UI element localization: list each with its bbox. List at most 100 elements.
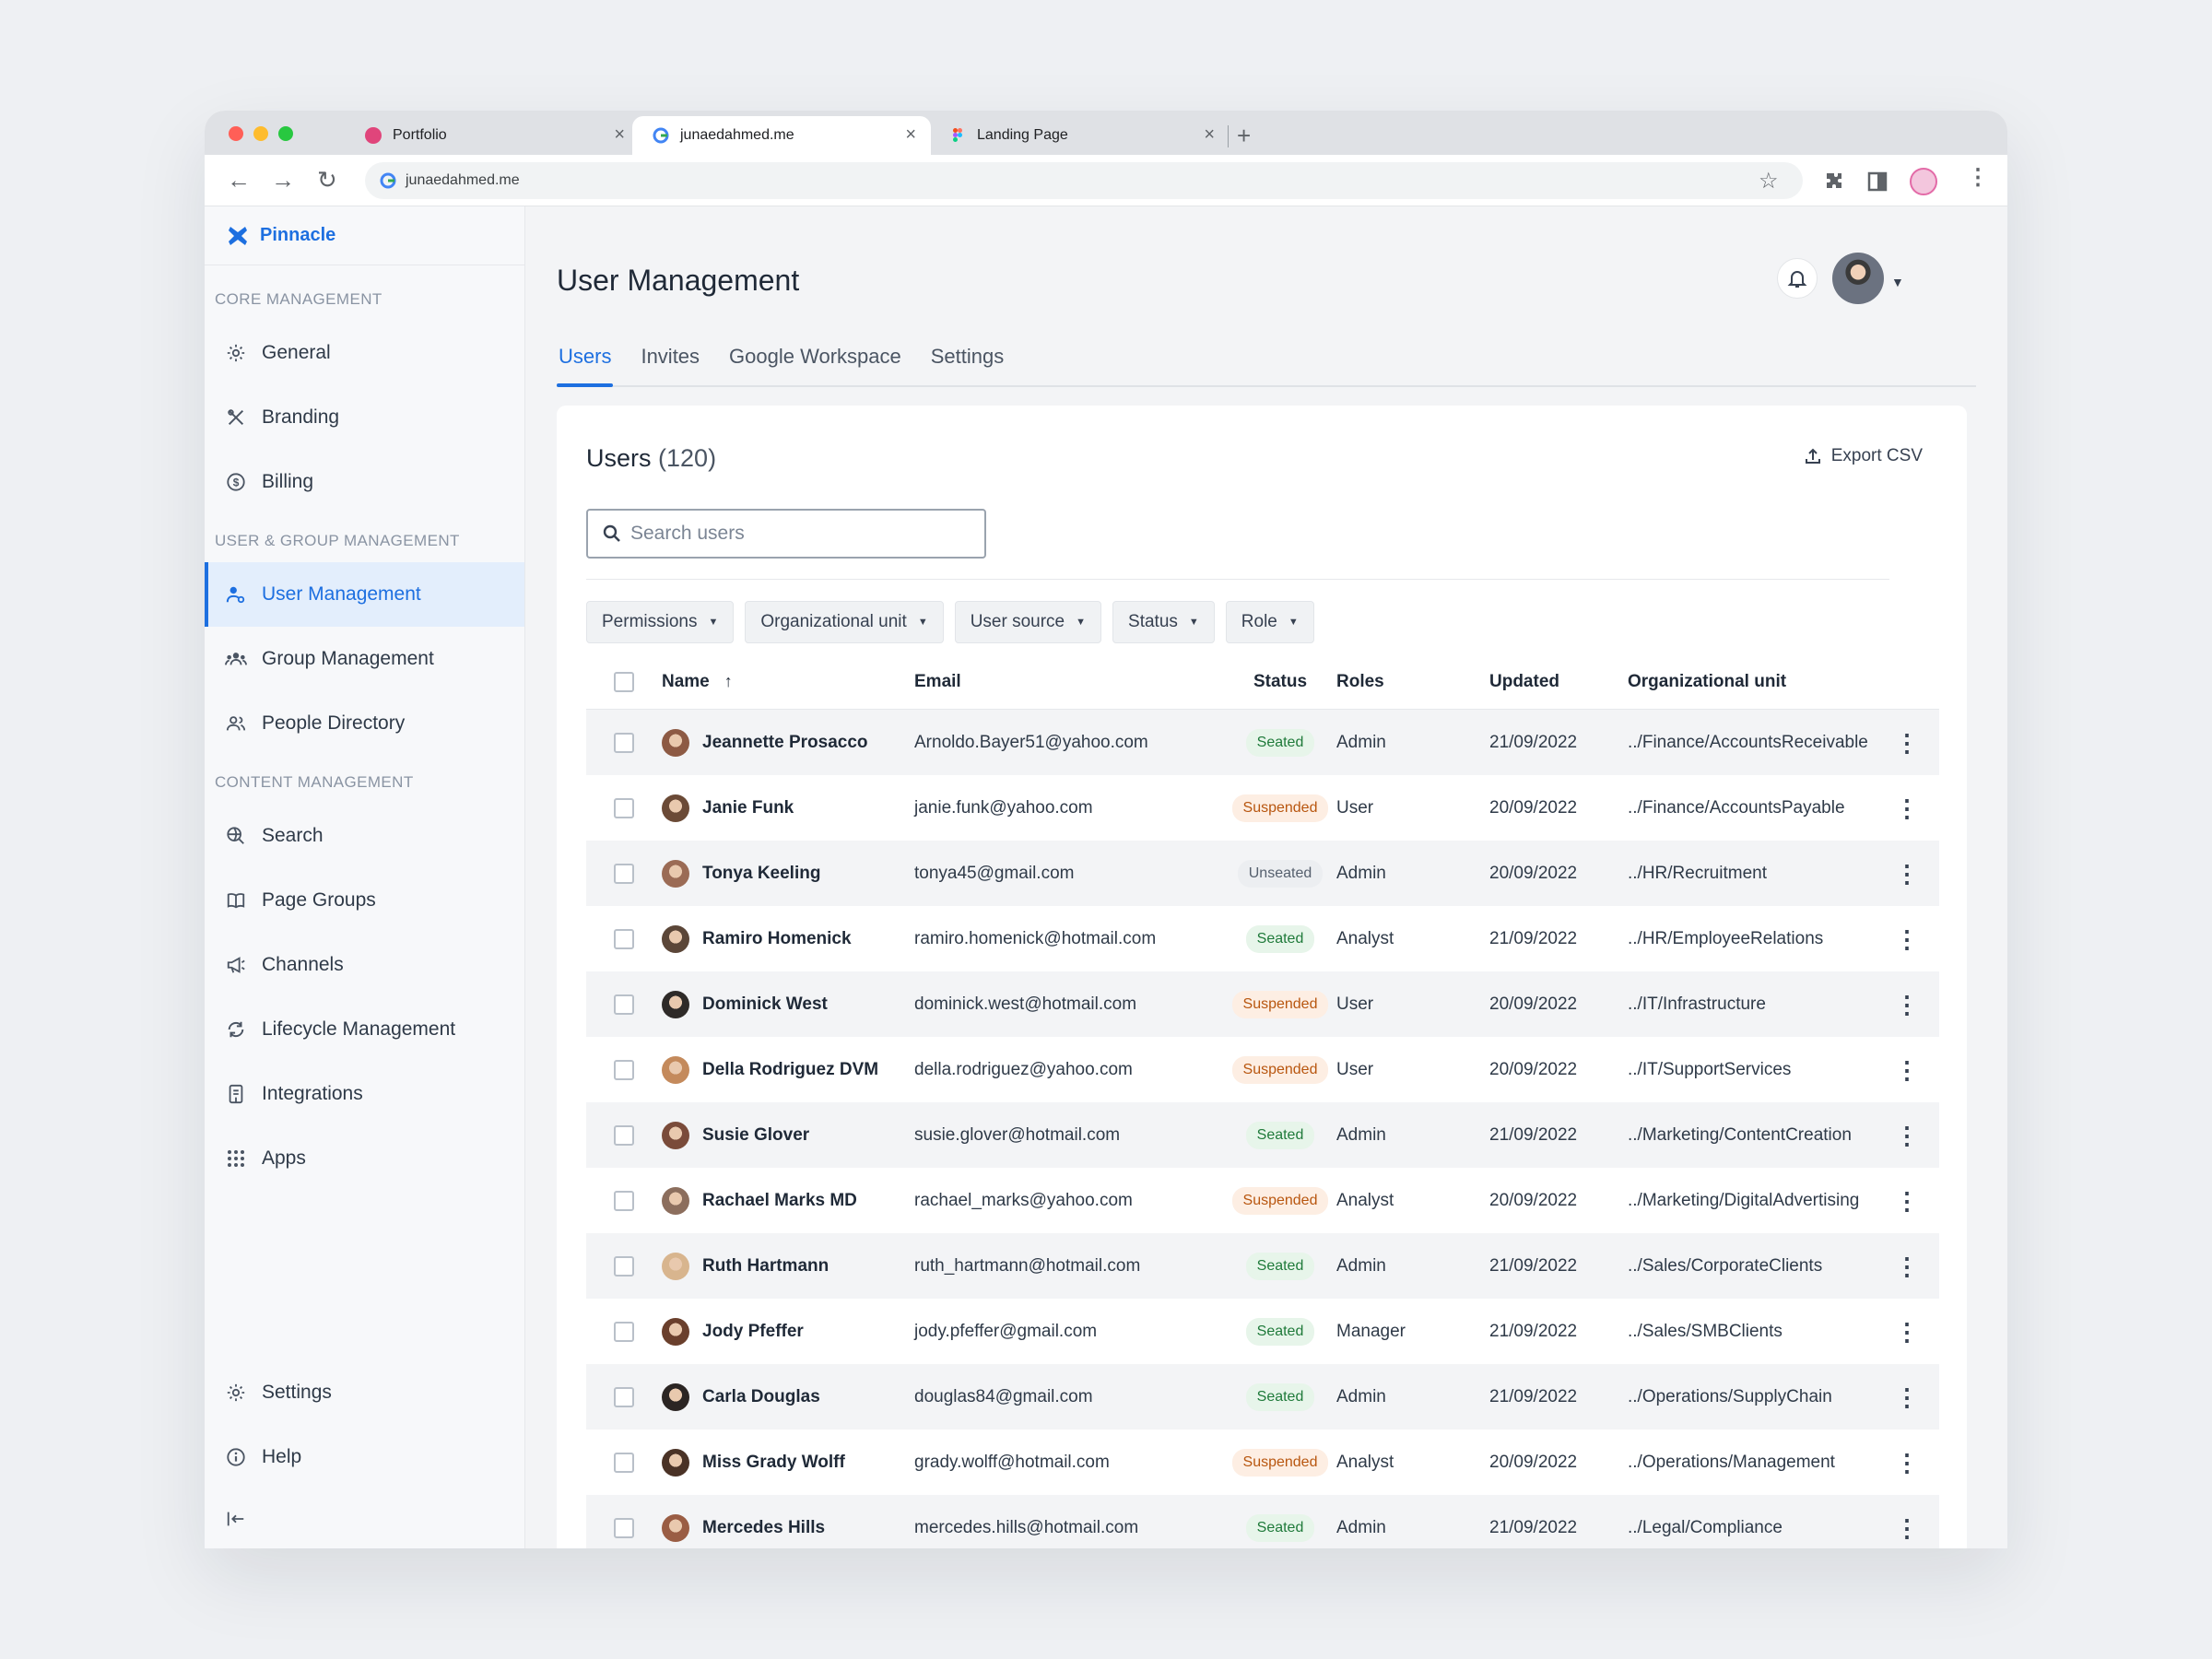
more-vertical-icon[interactable]: ⋮ [1895,1317,1919,1346]
browser-tab-portfolio[interactable]: Portfolio × [341,116,640,155]
row-checkbox[interactable] [614,797,634,818]
more-vertical-icon[interactable]: ⋮ [1895,1121,1919,1149]
table-row[interactable]: Tonya Keeling tonya45@gmail.com Unseated Ad… [586,841,1939,906]
sidebar-item-billing[interactable]: $ Billing [205,450,524,514]
row-checkbox[interactable] [614,732,634,753]
table-row[interactable]: Ruth Hartmann ruth_hartmann@hotmail.com Se… [586,1233,1939,1299]
column-header-updated[interactable]: Updated [1489,671,1559,691]
user-name[interactable]: Rachael Marks MD [702,1190,857,1210]
tab-users[interactable]: Users [557,335,614,387]
sidebar-item-apps[interactable]: Apps [205,1126,524,1191]
table-row[interactable]: Dominick West dominick.west@hotmail.com Su… [586,971,1939,1037]
close-tab-icon[interactable]: × [1204,124,1215,145]
sidebar-item-page-groups[interactable]: Page Groups [205,868,524,933]
row-checkbox[interactable] [614,1517,634,1538]
row-checkbox[interactable] [614,1124,634,1146]
tab-invites[interactable]: Invites [641,345,700,368]
table-row[interactable]: Miss Grady Wolff grady.wolff@hotmail.com S… [586,1430,1939,1495]
profile-avatar[interactable] [1910,168,1937,195]
table-row[interactable]: Jody Pfeffer jody.pfeffer@gmail.com Seated… [586,1299,1939,1364]
user-avatar[interactable] [1832,253,1884,304]
filter-user-source[interactable]: User source ▼ [954,601,1102,643]
sidebar-item-lifecycle-management[interactable]: Lifecycle Management [205,997,524,1062]
sidebar-item-search[interactable]: Search [205,804,524,868]
sort-ascending-icon[interactable]: ↑ [724,672,733,690]
user-name[interactable]: Ruth Hartmann [702,1255,830,1276]
filter-role[interactable]: Role ▼ [1225,601,1314,643]
sidebar-item-help[interactable]: Help [205,1425,524,1489]
more-vertical-icon[interactable]: ⋮ [1895,1055,1919,1084]
more-vertical-icon[interactable]: ⋮ [1895,1513,1919,1542]
column-header-email[interactable]: Email [914,671,961,691]
bookmark-star-icon[interactable]: ☆ [1759,169,1779,194]
minimize-window-button[interactable] [253,126,268,141]
more-vertical-icon[interactable]: ⋮ [1895,794,1919,822]
browser-tab-junaedahmed[interactable]: junaedahmed.me × [632,116,931,155]
row-checkbox[interactable] [614,994,634,1015]
search-input[interactable] [630,523,962,545]
column-header-organizational-unit[interactable]: Organizational unit [1628,671,1787,691]
side-panel-icon[interactable] [1867,171,1888,192]
sidebar-item-group-management[interactable]: Group Management [205,627,524,691]
more-vertical-icon[interactable]: ⋮ [1895,1448,1919,1477]
row-checkbox[interactable] [614,928,634,949]
row-checkbox[interactable] [614,863,634,884]
user-name[interactable]: Tonya Keeling [702,863,821,883]
more-vertical-icon[interactable]: ⋮ [1895,1252,1919,1280]
more-vertical-icon[interactable]: ⋮ [1895,1382,1919,1411]
sidebar-item-settings[interactable]: Settings [205,1360,524,1425]
user-name[interactable]: Miss Grady Wolff [702,1452,845,1472]
reload-icon[interactable]: ↻ [317,166,337,194]
user-name[interactable]: Carla Douglas [702,1386,820,1406]
collapse-sidebar-button[interactable] [205,1489,524,1548]
close-tab-icon[interactable]: × [905,124,916,145]
table-row[interactable]: Rachael Marks MD rachael_marks@yahoo.com S… [586,1168,1939,1233]
more-vertical-icon[interactable]: ⋮ [1895,728,1919,757]
user-name[interactable]: Ramiro Homenick [702,928,852,948]
row-checkbox[interactable] [614,1059,634,1080]
chevron-down-icon[interactable]: ▼ [1891,275,1904,289]
user-name[interactable]: Jeannette Prosacco [702,732,868,752]
browser-tab-landing-page[interactable]: Landing Page × [931,116,1230,155]
sidebar-item-people-directory[interactable]: People Directory [205,691,524,756]
table-row[interactable]: Carla Douglas douglas84@gmail.com Seated Ad… [586,1364,1939,1430]
new-tab-icon[interactable]: + [1237,122,1252,149]
maximize-window-button[interactable] [278,126,293,141]
brand[interactable]: Pinnacle [205,206,524,265]
more-vertical-icon[interactable]: ⋮ [1895,924,1919,953]
forward-arrow-icon[interactable]: → [271,166,295,194]
close-tab-icon[interactable]: × [614,124,625,145]
row-checkbox[interactable] [614,1386,634,1407]
column-header-roles[interactable]: Roles [1336,671,1384,691]
user-name[interactable]: Della Rodriguez DVM [702,1059,879,1079]
more-vertical-icon[interactable]: ⋮ [1895,859,1919,888]
sidebar-item-general[interactable]: General [205,321,524,385]
user-name[interactable]: Susie Glover [702,1124,810,1145]
user-name[interactable]: Jody Pfeffer [702,1321,804,1341]
table-row[interactable]: Jeannette Prosacco Arnoldo.Bayer51@yahoo.… [586,710,1939,775]
table-row[interactable]: Mercedes Hills mercedes.hills@hotmail.com… [586,1495,1939,1548]
row-checkbox[interactable] [614,1321,634,1342]
row-checkbox[interactable] [614,1255,634,1277]
browser-menu-icon[interactable]: ⋮ [1967,165,1989,190]
filter-organizational-unit[interactable]: Organizational unit ▼ [745,601,944,643]
search-box[interactable] [586,509,986,559]
select-all-checkbox[interactable] [614,671,634,692]
filter-permissions[interactable]: Permissions ▼ [586,601,735,643]
close-window-button[interactable] [229,126,243,141]
table-row[interactable]: Susie Glover susie.glover@hotmail.com Seat… [586,1102,1939,1168]
table-row[interactable]: Janie Funk janie.funk@yahoo.com Suspended U… [586,775,1939,841]
more-vertical-icon[interactable]: ⋮ [1895,1186,1919,1215]
table-row[interactable]: Ramiro Homenick ramiro.homenick@hotmail.c… [586,906,1939,971]
column-header-status[interactable]: Status [1253,671,1308,691]
back-arrow-icon[interactable]: ← [227,166,251,194]
sidebar-item-channels[interactable]: Channels [205,933,524,997]
export-csv-button[interactable]: Export CSV [1804,446,1923,466]
user-name[interactable]: Janie Funk [702,797,794,818]
sidebar-item-integrations[interactable]: Integrations [205,1062,524,1126]
table-row[interactable]: Della Rodriguez DVM della.rodriguez@yahoo… [586,1037,1939,1102]
tab-settings[interactable]: Settings [930,345,1005,368]
filter-status[interactable]: Status ▼ [1112,601,1215,643]
row-checkbox[interactable] [614,1190,634,1211]
extensions-puzzle-icon[interactable] [1823,170,1845,192]
